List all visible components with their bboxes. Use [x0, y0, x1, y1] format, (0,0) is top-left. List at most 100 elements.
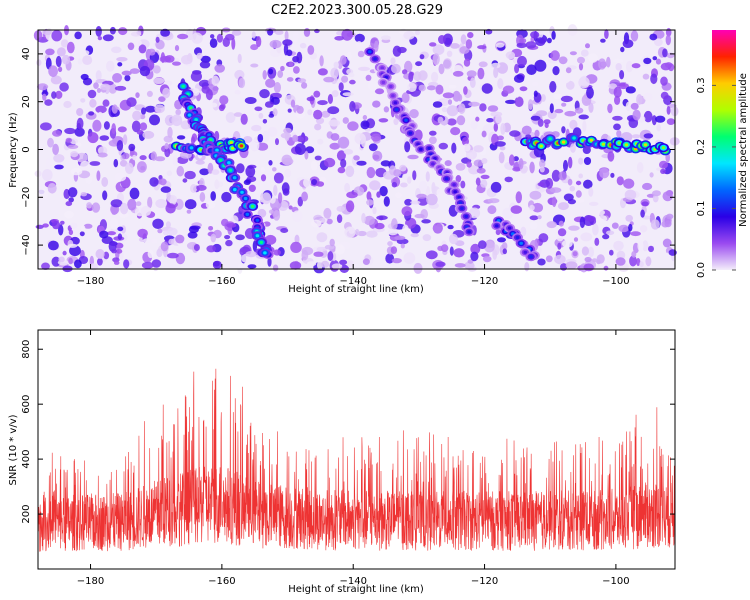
spectrogram-cell [307, 109, 313, 116]
spectrogram-ridge-cell [460, 206, 464, 210]
spectrogram-cell [470, 251, 479, 262]
spectrogram-cell [111, 104, 118, 114]
spectrogram-cell [265, 78, 276, 88]
spectrogram-cell [205, 89, 213, 101]
spectrogram-cell [490, 62, 501, 69]
spectrogram-cell [642, 182, 653, 191]
spectrogram-cell [70, 151, 79, 158]
spectrogram-cell [109, 26, 116, 35]
spectrogram-cell [597, 209, 605, 216]
y-tick-label: 200 [21, 505, 32, 524]
spectrogram-cell [514, 85, 520, 98]
spectrogram-cell [432, 53, 440, 66]
spectrogram-cell [380, 160, 391, 167]
spectrogram-cell [269, 39, 282, 49]
spectrogram-cell [74, 127, 85, 137]
spectrogram-cell [404, 198, 413, 206]
spectrogram-cell [567, 199, 577, 205]
spectrogram-cell [400, 243, 405, 249]
spectrogram-cell [435, 84, 444, 95]
spectrogram-cell [95, 26, 102, 37]
spectrogram-ridge-cell [617, 141, 621, 145]
spectrogram-cell [585, 215, 596, 222]
spectrogram-cell [66, 41, 75, 54]
spectrogram-cell [186, 209, 192, 214]
colorbar-label: Normalized spectral amplitude [738, 73, 749, 227]
spectrogram-cell [160, 241, 169, 252]
spectrogram-cell [558, 56, 568, 65]
spectrogram-cell [80, 160, 91, 170]
spectrogram-cell [37, 188, 49, 200]
spectrogram-ridge-cell [391, 94, 395, 98]
spectrogram-cell [135, 92, 140, 98]
spectrogram-cell [274, 30, 284, 35]
spectrogram-cell [520, 226, 527, 237]
spectrogram-cell [473, 159, 484, 167]
spectrogram-cell [508, 154, 515, 166]
spectrogram-cell [537, 258, 546, 266]
spectrogram-cell [225, 112, 236, 123]
spectrogram-ridge-cell [444, 177, 449, 181]
x-tick-label: −100 [602, 576, 629, 587]
spectrogram-cell [453, 248, 465, 258]
spectrogram-cell [432, 222, 443, 234]
spectrogram-cell [280, 65, 285, 72]
spectrogram-cell [331, 263, 343, 270]
spectrogram-cell [317, 138, 324, 145]
spectrogram-cell [210, 191, 216, 201]
spectrogram-cell [313, 90, 321, 98]
spectrogram-cell [304, 150, 309, 160]
spectrogram-cell [165, 221, 171, 229]
spectrogram-cell [641, 201, 649, 207]
spectrogram-cell [565, 261, 578, 270]
spectrogram-cell [574, 107, 584, 114]
spectrogram-cell [642, 73, 650, 80]
spectrogram-cell [358, 66, 370, 71]
spectrogram-cell [306, 96, 315, 102]
spectrogram-cell [257, 100, 267, 108]
spectrogram-cell [250, 44, 259, 51]
spectrogram-cell [629, 255, 637, 267]
spectrogram-cell [48, 65, 58, 77]
spectrogram-cell [583, 263, 594, 272]
spectrogram-cell [650, 219, 660, 230]
spectrogram-cell [216, 33, 223, 43]
spectrogram-ridge-cell [507, 226, 512, 230]
spectrogram-cell [642, 215, 651, 220]
spectrogram-cell [497, 78, 504, 90]
spectrogram-cell [432, 101, 443, 108]
spectrogram-cell [429, 130, 437, 136]
spectrogram-cell [391, 258, 402, 264]
spectrogram-cell [311, 179, 318, 186]
spectrogram-cell [74, 31, 82, 40]
y-tick-label: 0 [21, 146, 32, 152]
spectrogram-cell [481, 130, 487, 138]
spectrogram-cell [539, 166, 545, 173]
spectrogram-cell [567, 178, 573, 186]
spectrogram-cell [487, 105, 499, 112]
spectrogram-cell [390, 57, 396, 65]
spectrogram-cell [514, 96, 524, 108]
spectrogram-cell [310, 219, 322, 228]
spectrogram-cell [63, 100, 72, 109]
spectrogram-cell [290, 241, 302, 253]
spectrogram-ridge-cell [228, 168, 233, 172]
spectrogram-cell [142, 130, 155, 139]
spectrogram-cell [584, 256, 592, 263]
spectrogram-cell [231, 30, 242, 36]
spectrogram-cell [278, 192, 283, 204]
spectrogram-cell [42, 93, 47, 101]
spectrogram-cell [630, 231, 641, 237]
spectrogram-cell [606, 230, 615, 236]
spectrogram-cell [446, 105, 459, 117]
spectrogram-cell [82, 55, 93, 65]
spectrogram-cell [191, 32, 203, 44]
spectrogram-ridge-cell [457, 195, 462, 199]
spectrogram-cell [41, 262, 50, 270]
spectrogram-cell [199, 60, 211, 69]
spectrogram-cell [557, 228, 567, 237]
spectrogram-cell [438, 63, 445, 75]
spectrogram-cell [478, 240, 487, 250]
spectrogram-cell [184, 199, 197, 210]
